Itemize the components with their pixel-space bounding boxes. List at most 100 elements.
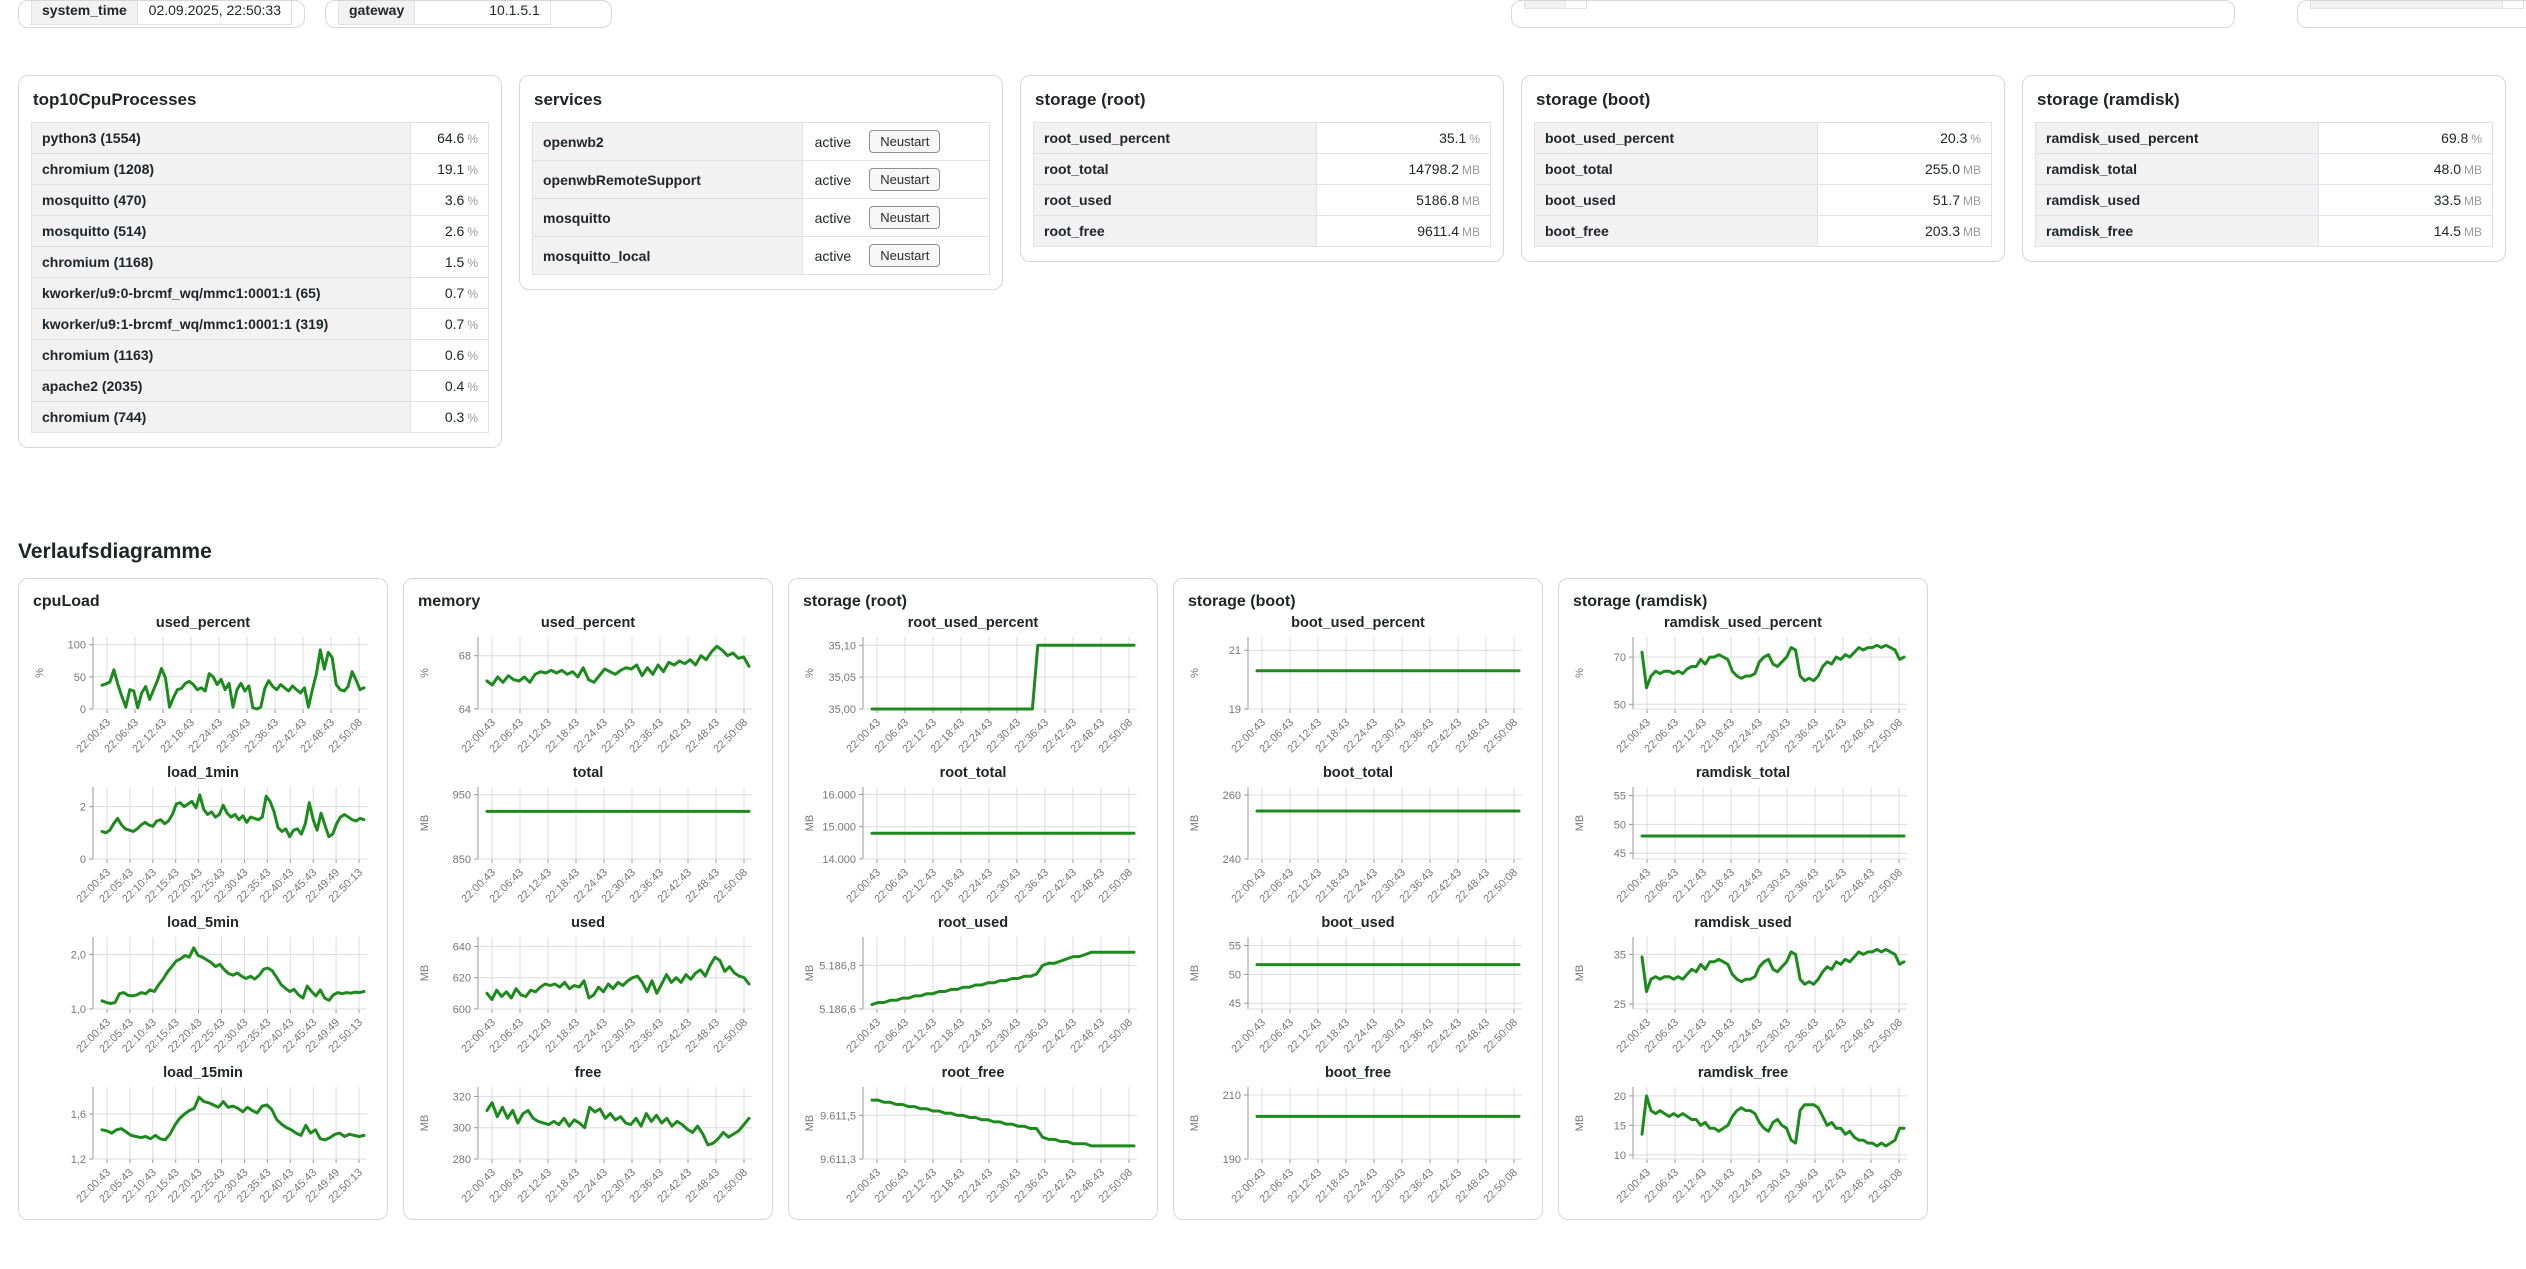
line-chart-svg: 60062064022:00:4322:06:4322:12:4322:18:4…	[419, 937, 752, 1055]
metric-name-cell: root_free	[1032, 215, 1318, 247]
svg-text:%: %	[804, 668, 816, 678]
mini-chart: used_percent 64 68 22:00:43 22:06:43 22:12:43…	[416, 615, 760, 761]
table-row: python3 (1554) 64.6%	[30, 122, 489, 154]
value: 33.5	[2433, 192, 2461, 208]
table-row: apache2 (2035) 0.4%	[30, 370, 489, 402]
restart-button[interactable]: Neustart	[869, 130, 941, 153]
line-chart-svg: 0222:00:4322:05:4322:10:4322:15:4322:20:…	[74, 787, 367, 905]
svg-text:MB: MB	[419, 815, 431, 832]
system-info-card: system_time 02.09.2025, 22:50:33	[18, 0, 305, 28]
table-row: root_total 14798.2 MB	[1032, 153, 1491, 185]
value: 1.5	[444, 254, 465, 270]
unit-label: MB	[1462, 163, 1480, 177]
value: 19.1	[437, 161, 465, 177]
metric-value-cell: 14798.2 MB	[1316, 153, 1491, 185]
mini-chart: ramdisk_total 45 50 55 22:00:43 22:06:43 22:12…	[1571, 765, 1915, 911]
metric-name-cell: ramdisk_free	[2034, 215, 2320, 247]
top10-table: python3 (1554) 64.6% chromium (1208) 19.1% m…	[30, 122, 489, 433]
svg-text:55: 55	[1614, 791, 1626, 803]
chart-title: boot_used_percent	[1291, 615, 1425, 631]
svg-text:5.186,8: 5.186,8	[819, 960, 856, 972]
restart-button[interactable]: Neustart	[869, 168, 941, 191]
process-cpu-cell: 0.6%	[410, 339, 489, 371]
value: 20.3	[1940, 130, 1968, 146]
chart-title: root_free	[941, 1065, 1005, 1081]
line-chart-svg: 1,21,622:00:4322:05:4322:10:4322:15:4322…	[71, 1087, 367, 1205]
process-cpu-cell: 2.6%	[410, 215, 489, 247]
restart-button[interactable]: Neustart	[869, 206, 941, 229]
chart-title: total	[572, 765, 604, 781]
svg-text:MB: MB	[1574, 1115, 1586, 1132]
svg-text:50: 50	[74, 672, 86, 684]
data-line	[1640, 947, 1906, 994]
svg-text:MB: MB	[419, 1115, 431, 1132]
service-status-cell: active Neustart	[801, 122, 991, 161]
storage-card: storage (root) root_used_percent 35.1% root…	[1020, 75, 1504, 262]
mini-chart: boot_free 190 210 22:00:43 22:06:43 22:12:43 2…	[1186, 1065, 1530, 1211]
system-time-value: 02.09.2025, 22:50:33	[136, 1, 293, 25]
data-line	[870, 1098, 1136, 1148]
svg-text:45: 45	[1614, 848, 1626, 860]
process-name-cell: kworker/u9:0-brcmf_wq/mmc1:0001:1 (65)	[30, 277, 412, 309]
mini-chart: ramdisk_free 10 15 20 22:00:43 22:06:43 22:12:…	[1571, 1065, 1915, 1211]
table-row: ramdisk_used 33.5 MB	[2034, 184, 2493, 216]
table-row	[2310, 1, 2524, 9]
unit-label: %	[467, 194, 478, 208]
unit-label: MB	[1462, 225, 1480, 239]
chart-title: ramdisk_used	[1694, 915, 1792, 931]
chart-title: used_percent	[155, 615, 251, 631]
process-name-cell: chromium (744)	[30, 401, 412, 433]
svg-text:620: 620	[453, 973, 471, 985]
storage-table: ramdisk_used_percent 69.8% ramdisk_total 48…	[2034, 122, 2493, 247]
data-line	[100, 1095, 366, 1142]
value: 14798.2	[1408, 161, 1459, 177]
svg-text:1,0: 1,0	[71, 1004, 86, 1016]
svg-text:210: 210	[1223, 1090, 1241, 1102]
svg-text:MB: MB	[1574, 815, 1586, 832]
svg-text:50: 50	[1614, 699, 1626, 711]
table-row: openwb2 active Neustart	[532, 122, 991, 161]
svg-text:%: %	[34, 668, 46, 678]
storage-table: boot_used_percent 20.3% boot_total 255.0 MB b…	[1533, 122, 1992, 247]
table-row: ramdisk_total 48.0 MB	[2034, 153, 2493, 185]
service-name-cell: openwbRemoteSupport	[532, 160, 803, 199]
value: 255.0	[1924, 161, 1960, 177]
data-line	[1640, 1094, 1906, 1148]
restart-button[interactable]: Neustart	[869, 244, 941, 267]
line-chart-svg: 10152022:00:4322:06:4322:12:4322:18:4322…	[1574, 1087, 1907, 1205]
network-info-card: gateway 10.1.5.1	[325, 0, 612, 28]
chart-title: boot_total	[1322, 765, 1394, 781]
unit-label: %	[467, 318, 478, 332]
table-row: boot_used_percent 20.3%	[1533, 122, 1992, 154]
chart-title: root_total	[939, 765, 1007, 781]
svg-text:240: 240	[1223, 854, 1241, 866]
service-name-cell: mosquitto_local	[532, 236, 803, 275]
unit-label: MB	[2464, 163, 2482, 177]
data-line	[1640, 643, 1906, 690]
value: 5186.8	[1416, 192, 1459, 208]
table-row: chromium (1208) 19.1%	[30, 153, 489, 185]
table-body: openwb2 active Neustart openwbRemoteSupport…	[532, 122, 991, 275]
history-card: cpuLoad used_percent 0 50 100 22:00:43 22:06:4…	[18, 578, 388, 1220]
svg-text:190: 190	[1223, 1154, 1241, 1166]
data-line	[485, 644, 751, 687]
data-line	[100, 793, 366, 839]
value: 0.7	[444, 316, 465, 332]
status-text: active	[814, 171, 852, 188]
chart-title: used_percent	[540, 615, 636, 631]
table-row: ramdisk_free 14.5 MB	[2034, 215, 2493, 247]
table-row: boot_free 203.3 MB	[1533, 215, 1992, 247]
value: 9611.4	[1417, 223, 1459, 239]
mini-chart: boot_used 45 50 55 22:00:43 22:06:43 22:12:43 2…	[1186, 915, 1530, 1061]
service-status-cell: active Neustart	[801, 198, 991, 237]
gateway-value: 10.1.5.1	[414, 1, 551, 25]
line-chart-svg: 253522:00:4322:06:4322:12:4322:18:4322:2…	[1574, 937, 1907, 1055]
status-text: active	[814, 133, 852, 150]
chart-title: root_used	[937, 915, 1009, 931]
card-title: storage (ramdisk)	[1573, 593, 1708, 610]
metric-name-cell: root_used	[1032, 184, 1318, 216]
unit-label: %	[1469, 132, 1480, 146]
unit-label: %	[2471, 132, 2482, 146]
metric-name-cell: ramdisk_used	[2034, 184, 2320, 216]
metric-name-cell: boot_used_percent	[1533, 122, 1819, 154]
